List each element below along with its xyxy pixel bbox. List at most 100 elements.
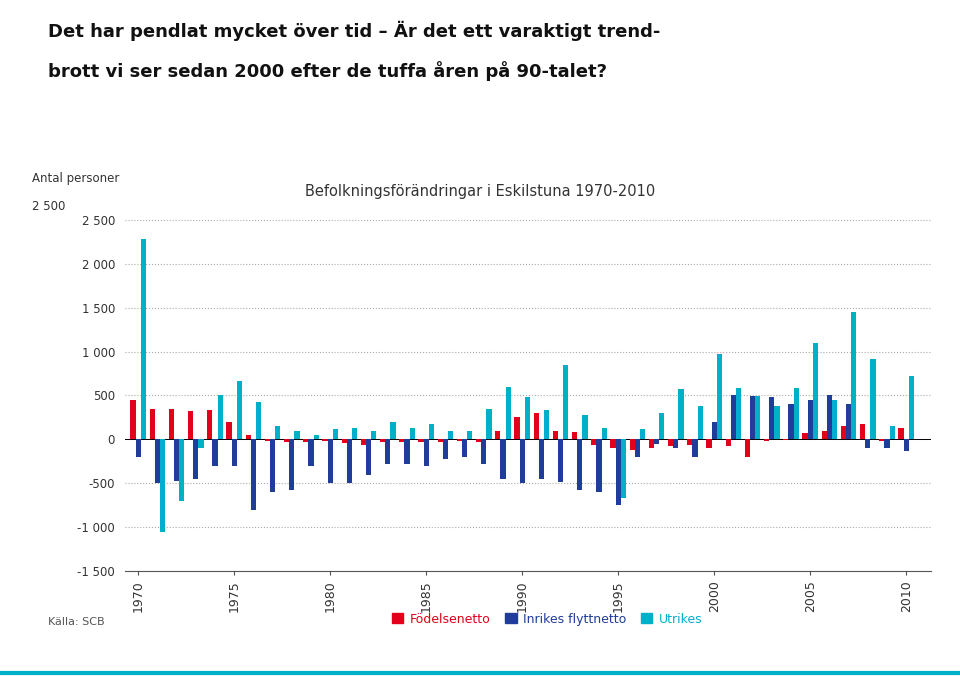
Bar bbox=[577, 439, 583, 490]
Bar bbox=[155, 439, 160, 483]
Bar bbox=[361, 439, 366, 445]
Bar bbox=[630, 439, 635, 450]
Bar bbox=[615, 439, 621, 506]
Bar bbox=[846, 404, 852, 439]
Bar bbox=[807, 400, 813, 439]
Bar bbox=[621, 439, 626, 498]
Bar bbox=[794, 389, 799, 439]
Bar bbox=[525, 397, 530, 439]
Bar bbox=[783, 439, 788, 440]
Bar bbox=[333, 429, 338, 439]
Bar bbox=[506, 387, 511, 439]
Bar bbox=[611, 439, 615, 448]
Bar bbox=[342, 439, 347, 443]
Bar bbox=[775, 406, 780, 439]
Bar bbox=[544, 410, 549, 439]
Bar bbox=[246, 435, 251, 439]
Bar bbox=[635, 439, 640, 457]
Bar bbox=[698, 406, 703, 439]
Bar bbox=[822, 431, 827, 439]
Bar bbox=[640, 429, 645, 439]
Bar bbox=[251, 439, 256, 510]
Text: Befolkningsförändringar i Eskilstuna 1970-2010: Befolkningsförändringar i Eskilstuna 197… bbox=[305, 185, 655, 199]
Text: brott vi ser sedan 2000 efter de tuffa åren på 90-talet?: brott vi ser sedan 2000 efter de tuffa å… bbox=[48, 61, 607, 81]
Bar bbox=[865, 439, 871, 448]
Bar bbox=[827, 395, 832, 439]
Bar bbox=[423, 439, 429, 466]
Legend: Födelsenetto, Inrikes flyttnetto, Utrikes: Födelsenetto, Inrikes flyttnetto, Utrike… bbox=[387, 608, 708, 631]
Bar bbox=[687, 439, 692, 445]
Bar bbox=[852, 312, 856, 439]
Bar bbox=[218, 395, 223, 439]
Bar bbox=[871, 358, 876, 439]
Bar bbox=[558, 439, 564, 481]
Bar bbox=[832, 400, 837, 439]
Bar bbox=[515, 417, 519, 439]
Bar bbox=[468, 431, 472, 439]
Bar bbox=[750, 396, 756, 439]
Bar bbox=[903, 439, 909, 451]
Bar bbox=[380, 439, 385, 442]
Bar bbox=[841, 427, 846, 439]
Bar bbox=[534, 413, 539, 439]
Bar bbox=[539, 439, 544, 479]
Bar bbox=[391, 422, 396, 439]
Text: 2 500: 2 500 bbox=[32, 199, 65, 213]
Bar bbox=[711, 422, 717, 439]
Bar bbox=[654, 439, 660, 444]
Bar bbox=[462, 439, 468, 457]
Bar bbox=[404, 439, 410, 464]
Text: Det har pendlat mycket över tid – Är det ett varaktigt trend-: Det har pendlat mycket över tid – Är det… bbox=[48, 20, 660, 41]
Bar bbox=[399, 439, 404, 442]
Bar bbox=[265, 439, 270, 441]
Bar bbox=[553, 431, 558, 439]
Bar bbox=[583, 415, 588, 439]
Bar bbox=[572, 433, 577, 439]
Bar bbox=[270, 439, 276, 492]
Bar bbox=[303, 439, 308, 442]
Bar bbox=[169, 408, 174, 439]
Bar bbox=[193, 439, 199, 479]
Bar bbox=[591, 439, 596, 445]
Bar bbox=[366, 439, 372, 475]
Bar bbox=[180, 439, 184, 501]
Bar bbox=[731, 395, 736, 439]
Bar bbox=[141, 239, 146, 439]
Bar bbox=[596, 439, 602, 492]
Text: Källa: SCB: Källa: SCB bbox=[48, 617, 105, 627]
Bar bbox=[438, 439, 443, 442]
Bar bbox=[679, 389, 684, 439]
Bar bbox=[745, 439, 750, 457]
Bar bbox=[890, 427, 895, 439]
Bar bbox=[899, 428, 903, 439]
Bar bbox=[519, 439, 525, 483]
Bar bbox=[199, 439, 204, 448]
Bar bbox=[289, 439, 295, 490]
Bar bbox=[673, 439, 679, 448]
Bar bbox=[385, 439, 391, 464]
Bar bbox=[909, 376, 914, 439]
Bar bbox=[429, 425, 434, 439]
Bar bbox=[457, 439, 462, 441]
Bar bbox=[756, 396, 760, 439]
Bar bbox=[649, 439, 654, 448]
Bar bbox=[769, 397, 775, 439]
Bar bbox=[788, 404, 794, 439]
Bar bbox=[726, 439, 731, 446]
Bar bbox=[813, 343, 818, 439]
Bar bbox=[284, 439, 289, 442]
Bar bbox=[295, 431, 300, 439]
Bar bbox=[372, 431, 376, 439]
Bar bbox=[879, 439, 884, 441]
Bar bbox=[602, 428, 607, 439]
Bar bbox=[160, 439, 165, 531]
Bar bbox=[419, 439, 423, 442]
Bar bbox=[237, 381, 242, 439]
Bar bbox=[448, 431, 453, 439]
Bar bbox=[487, 408, 492, 439]
Bar bbox=[717, 354, 722, 439]
Bar bbox=[256, 402, 261, 439]
Bar bbox=[668, 439, 673, 446]
Bar bbox=[150, 408, 155, 439]
Bar bbox=[231, 439, 237, 466]
